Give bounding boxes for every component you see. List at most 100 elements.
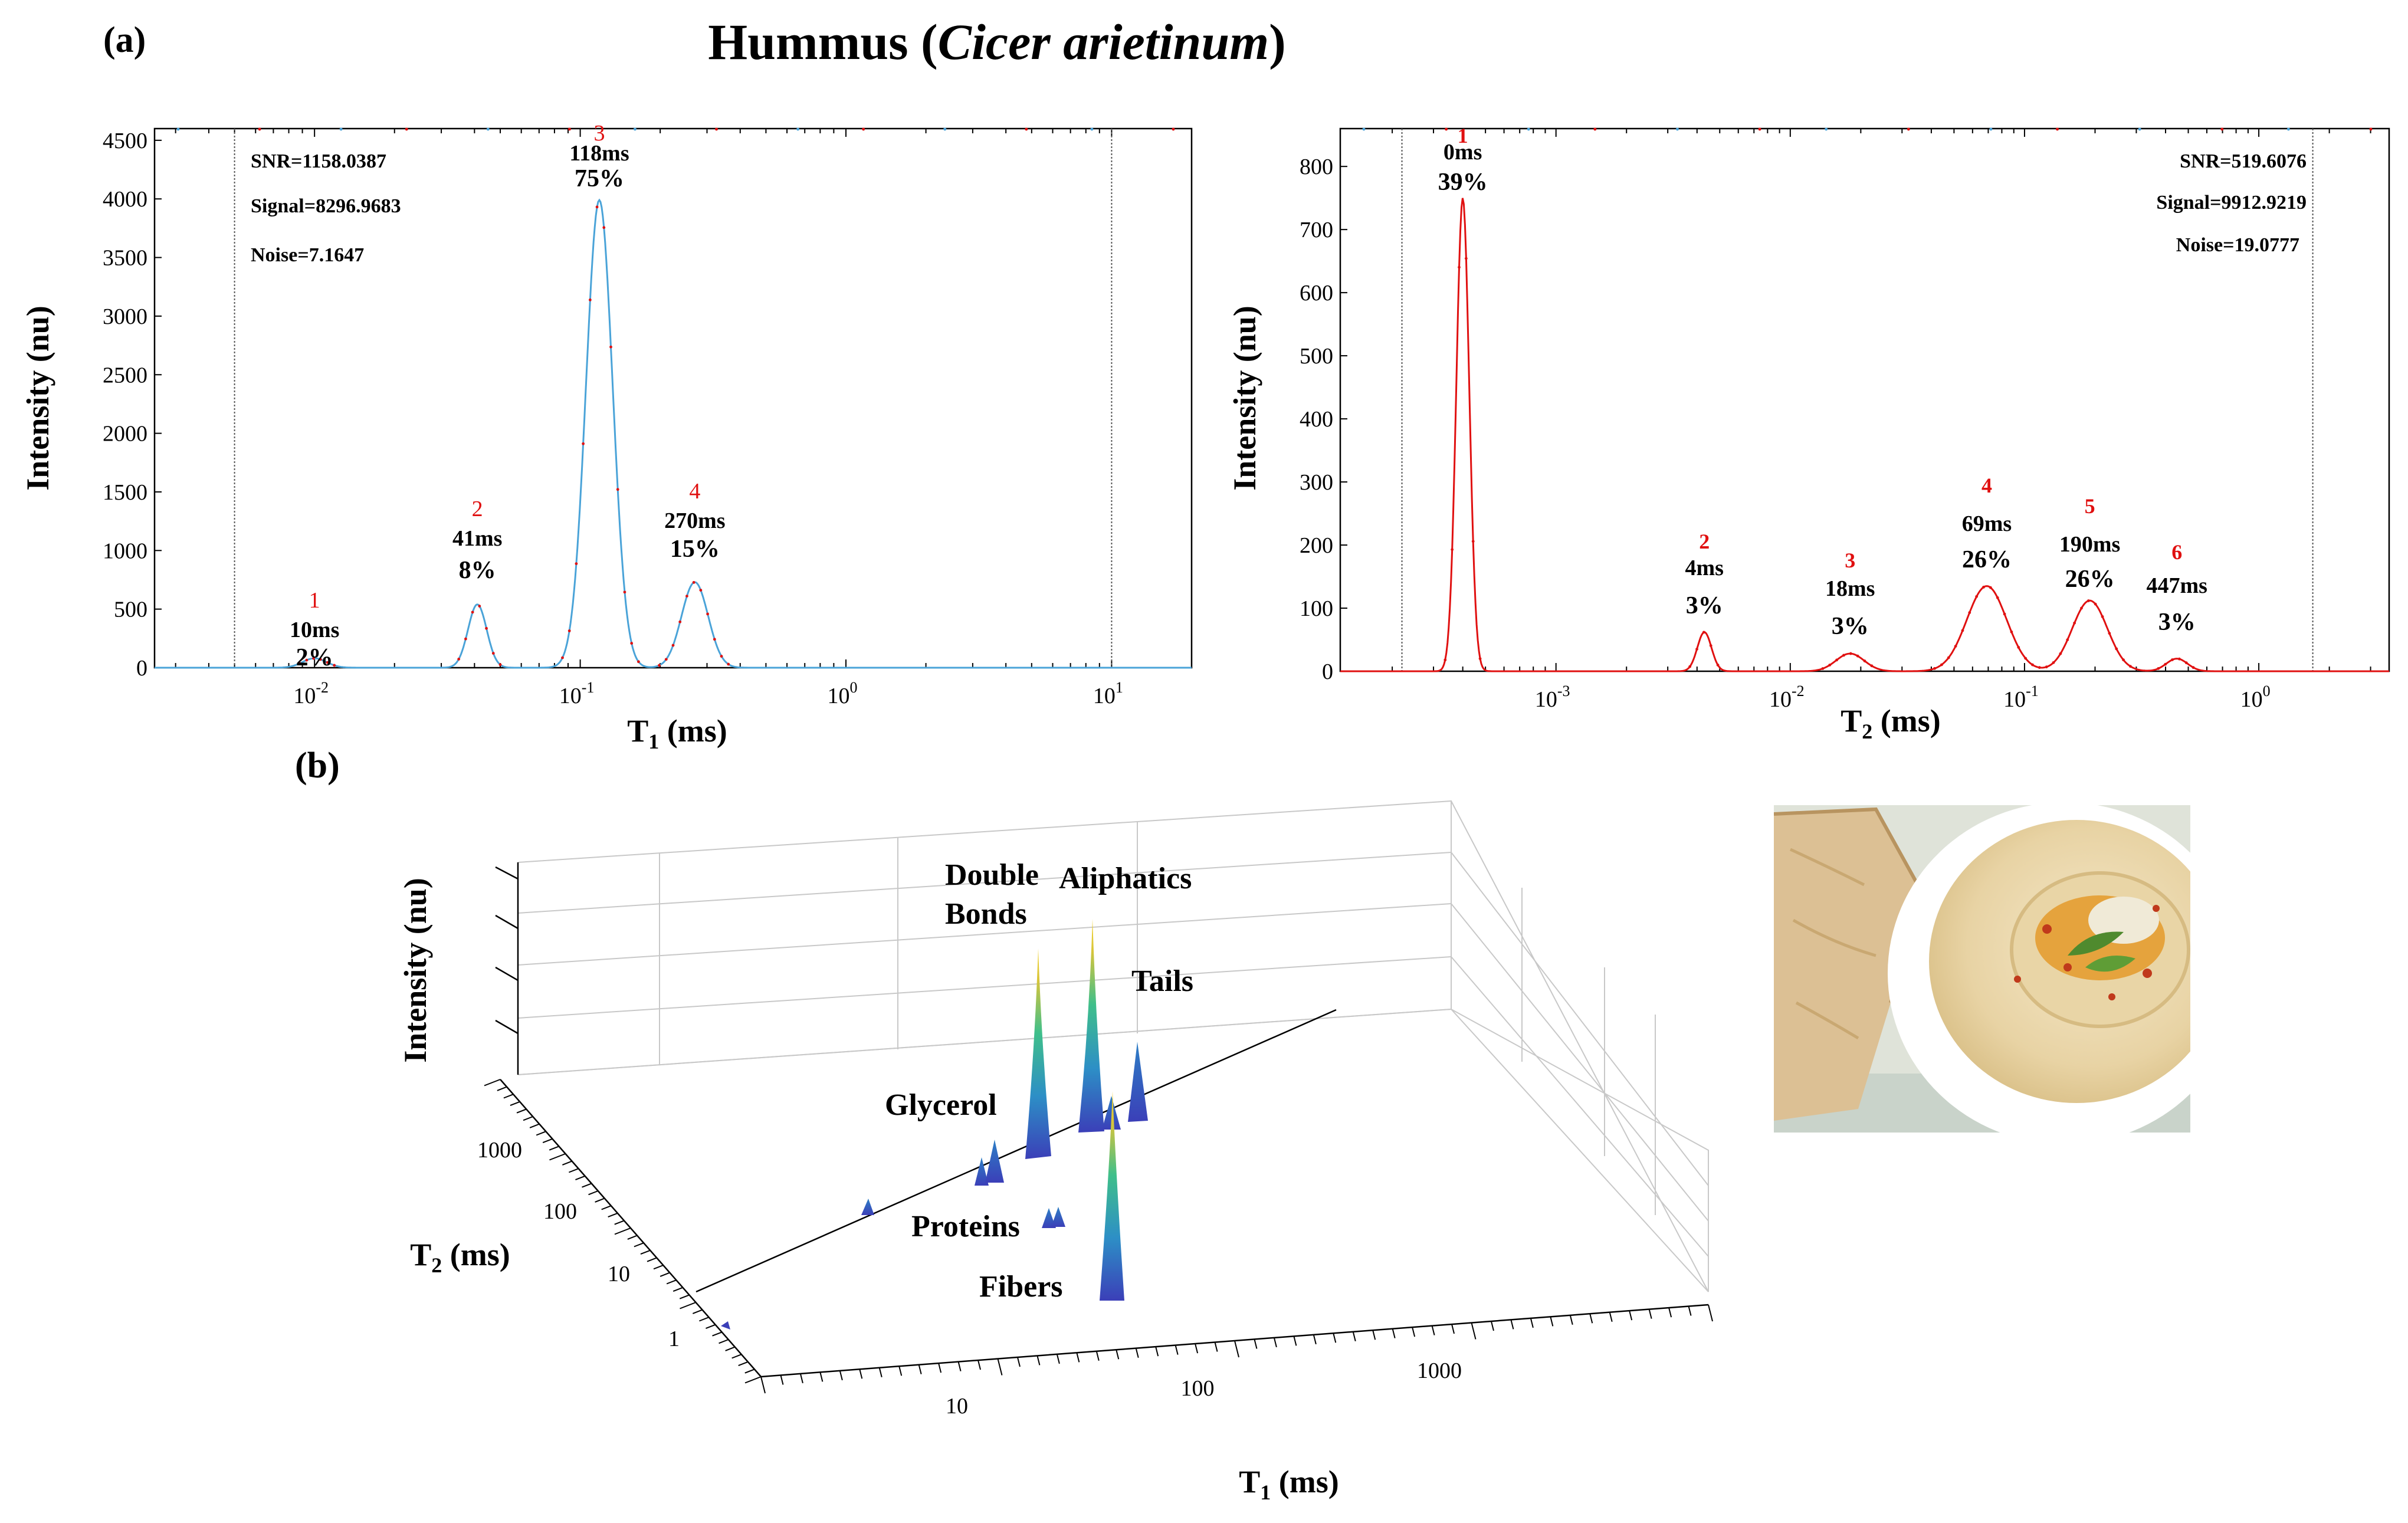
sample-point xyxy=(1464,257,1468,260)
t1-minor-tick xyxy=(1550,1317,1554,1327)
sample-point xyxy=(1975,595,1979,598)
t1-minor-tick xyxy=(1135,1348,1139,1358)
top-mark xyxy=(715,127,719,131)
surface-floor-back-edge xyxy=(517,1008,1709,1292)
t1-y-ticks: 0 500 1000 1500 2000 2500 3000 3500 4000 4500 xyxy=(103,129,162,681)
t1-minor-tick xyxy=(1629,1310,1633,1321)
sample-point xyxy=(2192,666,2195,669)
surface-right-wall xyxy=(1451,800,1709,1292)
t2-minor-tick xyxy=(608,1212,618,1218)
t2-minor-tick xyxy=(516,1108,527,1114)
surface-peak-tails xyxy=(1128,1042,1148,1122)
t1-axis-minor-ticks xyxy=(760,1304,1713,1394)
sample-point xyxy=(498,663,502,667)
sample-point xyxy=(1849,652,1852,655)
peak-time: 118ms xyxy=(569,141,629,166)
t1-minor-tick xyxy=(878,1367,883,1377)
sample-point xyxy=(1842,654,1845,657)
t1-minor-tick xyxy=(1648,1309,1652,1319)
t1-x-axis-label: T1 (ms) xyxy=(627,713,727,753)
top-mark xyxy=(1907,127,1910,131)
sample-point xyxy=(2087,599,2090,602)
sample-point xyxy=(1695,648,1698,651)
y-tick-label: 600 xyxy=(1300,281,1333,306)
x-tick-label: 101 xyxy=(1093,679,1123,708)
t1-minor-tick xyxy=(957,1361,962,1371)
t2-axis-minor-ticks xyxy=(484,1079,762,1384)
peak-percent: 3% xyxy=(1686,592,1723,619)
sample-point xyxy=(664,658,668,661)
t1-minor-tick xyxy=(1056,1354,1060,1364)
t2-tick-1000: 1000 xyxy=(477,1138,522,1163)
t2-minor-tick xyxy=(595,1197,605,1203)
x-tick-label: 10-3 xyxy=(1535,682,1570,712)
t1-minor-tick xyxy=(760,1376,766,1394)
sample-point xyxy=(658,664,661,667)
figure-title: Hummus (Cicer arietinum) xyxy=(708,14,1286,70)
t1-minor-tick xyxy=(859,1369,863,1379)
t1-minor-tick xyxy=(1451,1324,1455,1334)
sample-point xyxy=(2115,647,2118,651)
sample-point xyxy=(678,620,682,623)
t2-minor-tick xyxy=(614,1227,631,1235)
t2-minor-tick xyxy=(529,1123,540,1128)
sample-point xyxy=(1961,629,1964,632)
t1-minor-tick xyxy=(938,1363,942,1373)
t2-stats: SNR=519.6076 Signal=9912.9219 Noise=19.0… xyxy=(2156,150,2307,256)
y-tick-label: 2000 xyxy=(103,422,147,447)
sample-point xyxy=(2045,665,2048,669)
label-proteins: Proteins xyxy=(911,1210,1020,1243)
t2-minor-tick xyxy=(601,1205,612,1210)
sample-point xyxy=(464,637,467,641)
peak-label-4: 4 270ms 15% xyxy=(664,479,725,563)
t1-minor-tick xyxy=(780,1375,784,1385)
t1-minor-tick xyxy=(918,1364,922,1374)
sample-point xyxy=(319,658,322,661)
t2-minor-tick xyxy=(503,1094,514,1099)
sample-point xyxy=(478,605,481,608)
sample-point xyxy=(1954,645,1957,648)
t1-noise: Noise=7.1647 xyxy=(251,244,364,266)
top-mark xyxy=(1593,127,1597,131)
sample-point xyxy=(727,662,730,666)
surface-peak-double-bonds xyxy=(1025,948,1051,1159)
sample-point xyxy=(588,298,592,301)
sample-point xyxy=(575,562,578,566)
t1-minor-tick xyxy=(1589,1314,1593,1324)
peak-time: 10ms xyxy=(290,618,339,642)
sample-point xyxy=(1451,548,1454,552)
sample-point xyxy=(699,589,703,592)
sample-point xyxy=(457,658,461,661)
sample-point xyxy=(602,226,606,229)
top-mark xyxy=(486,127,490,131)
sample-point xyxy=(685,595,688,598)
t2-y-ticks: 0 100 200 300 400 500 600 700 800 xyxy=(1300,155,1347,684)
t2-minor-tick xyxy=(536,1131,546,1136)
t2-minor-tick xyxy=(542,1138,553,1144)
t1-minor-tick xyxy=(1708,1304,1713,1322)
peak-time: 69ms xyxy=(1962,511,2012,536)
t1-minor-tick xyxy=(1392,1328,1396,1338)
t1-minor-tick xyxy=(1293,1336,1297,1346)
t2-minor-tick xyxy=(562,1160,572,1166)
sample-point xyxy=(616,488,619,491)
sample-point xyxy=(2024,657,2028,660)
x-tick-label: 100 xyxy=(828,679,858,708)
surface-t1-axis-label: T1 (ms) xyxy=(1239,1464,1339,1504)
sample-point xyxy=(671,644,675,647)
top-mark xyxy=(2286,127,2290,131)
top-mark xyxy=(1758,127,1761,131)
top-mark xyxy=(2056,127,2059,131)
y-tick-label: 3500 xyxy=(103,246,147,271)
t1-x-ticks: 10-2 10-1 100 101 xyxy=(175,129,1192,708)
y-tick-label: 0 xyxy=(136,656,147,681)
peak-time: 18ms xyxy=(1825,576,1875,601)
peak-time: 41ms xyxy=(452,526,502,551)
t2-minor-tick xyxy=(712,1331,723,1337)
t2-minor-tick xyxy=(699,1317,709,1322)
sample-point xyxy=(2094,602,2097,606)
sample-point xyxy=(2052,661,2055,664)
top-mark xyxy=(1527,127,1530,131)
